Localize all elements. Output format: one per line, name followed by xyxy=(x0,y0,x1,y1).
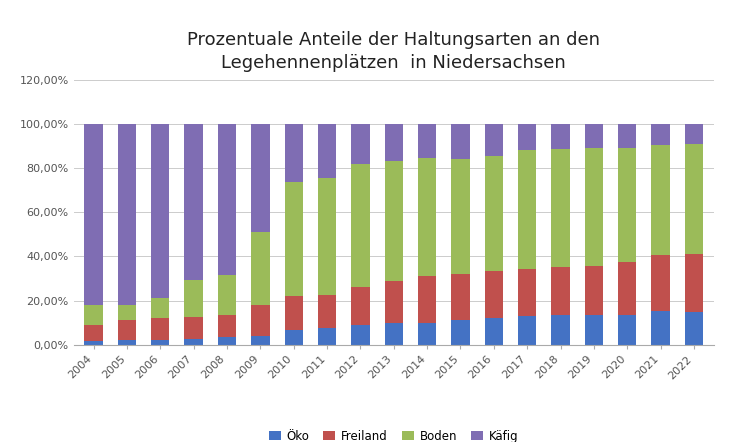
Bar xyxy=(418,158,436,276)
Bar xyxy=(385,281,403,323)
Bar xyxy=(218,124,236,275)
Bar xyxy=(684,144,703,254)
Title: Prozentuale Anteile der Haltungsarten an den
Legehennenplätzen  in Niedersachsen: Prozentuale Anteile der Haltungsarten an… xyxy=(187,31,601,72)
Bar xyxy=(618,124,637,148)
Bar xyxy=(451,274,470,320)
Bar xyxy=(584,315,603,345)
Bar xyxy=(584,266,603,315)
Bar xyxy=(418,323,436,345)
Bar xyxy=(251,124,269,232)
Bar xyxy=(285,183,303,296)
Bar xyxy=(518,124,537,150)
Bar xyxy=(151,298,169,318)
Bar xyxy=(85,325,103,341)
Bar xyxy=(684,312,703,345)
Bar xyxy=(684,124,703,144)
Bar xyxy=(218,315,236,337)
Bar xyxy=(251,336,269,345)
Bar xyxy=(118,305,136,320)
Bar xyxy=(551,315,570,345)
Bar xyxy=(684,254,703,312)
Bar xyxy=(318,295,336,328)
Bar xyxy=(551,124,570,149)
Bar xyxy=(318,124,336,178)
Bar xyxy=(85,305,103,325)
Bar xyxy=(651,255,670,310)
Bar xyxy=(518,316,537,345)
Bar xyxy=(285,296,303,331)
Bar xyxy=(518,150,537,268)
Bar xyxy=(118,124,136,305)
Bar xyxy=(218,275,236,315)
Bar xyxy=(484,156,503,271)
Bar xyxy=(451,124,470,159)
Bar xyxy=(351,124,369,164)
Bar xyxy=(318,328,336,345)
Bar xyxy=(351,164,369,287)
Bar xyxy=(551,267,570,315)
Bar xyxy=(285,331,303,345)
Bar xyxy=(318,178,336,295)
Bar xyxy=(551,149,570,267)
Bar xyxy=(651,310,670,345)
Bar xyxy=(385,323,403,345)
Bar xyxy=(185,317,203,339)
Bar xyxy=(584,148,603,266)
Bar xyxy=(618,148,637,262)
Bar xyxy=(385,161,403,281)
Bar xyxy=(484,124,503,156)
Bar xyxy=(85,124,103,305)
Legend: Öko, Freiland, Boden, Käfig: Öko, Freiland, Boden, Käfig xyxy=(264,425,523,442)
Bar xyxy=(484,318,503,345)
Bar xyxy=(651,145,670,255)
Bar xyxy=(618,315,637,345)
Bar xyxy=(118,320,136,340)
Bar xyxy=(351,325,369,345)
Bar xyxy=(185,124,203,279)
Bar xyxy=(618,262,637,315)
Bar xyxy=(584,124,603,148)
Bar xyxy=(85,341,103,345)
Bar xyxy=(185,339,203,345)
Bar xyxy=(218,337,236,345)
Bar xyxy=(385,124,403,161)
Bar xyxy=(185,279,203,317)
Bar xyxy=(251,232,269,305)
Bar xyxy=(118,340,136,345)
Bar xyxy=(151,318,169,340)
Bar xyxy=(651,124,670,145)
Bar xyxy=(451,320,470,345)
Bar xyxy=(151,340,169,345)
Bar xyxy=(285,124,303,182)
Bar xyxy=(451,159,470,274)
Bar xyxy=(418,276,436,323)
Bar xyxy=(351,287,369,325)
Bar xyxy=(151,124,169,298)
Bar xyxy=(484,271,503,318)
Bar xyxy=(251,305,269,336)
Bar xyxy=(518,268,537,316)
Bar xyxy=(418,124,436,158)
